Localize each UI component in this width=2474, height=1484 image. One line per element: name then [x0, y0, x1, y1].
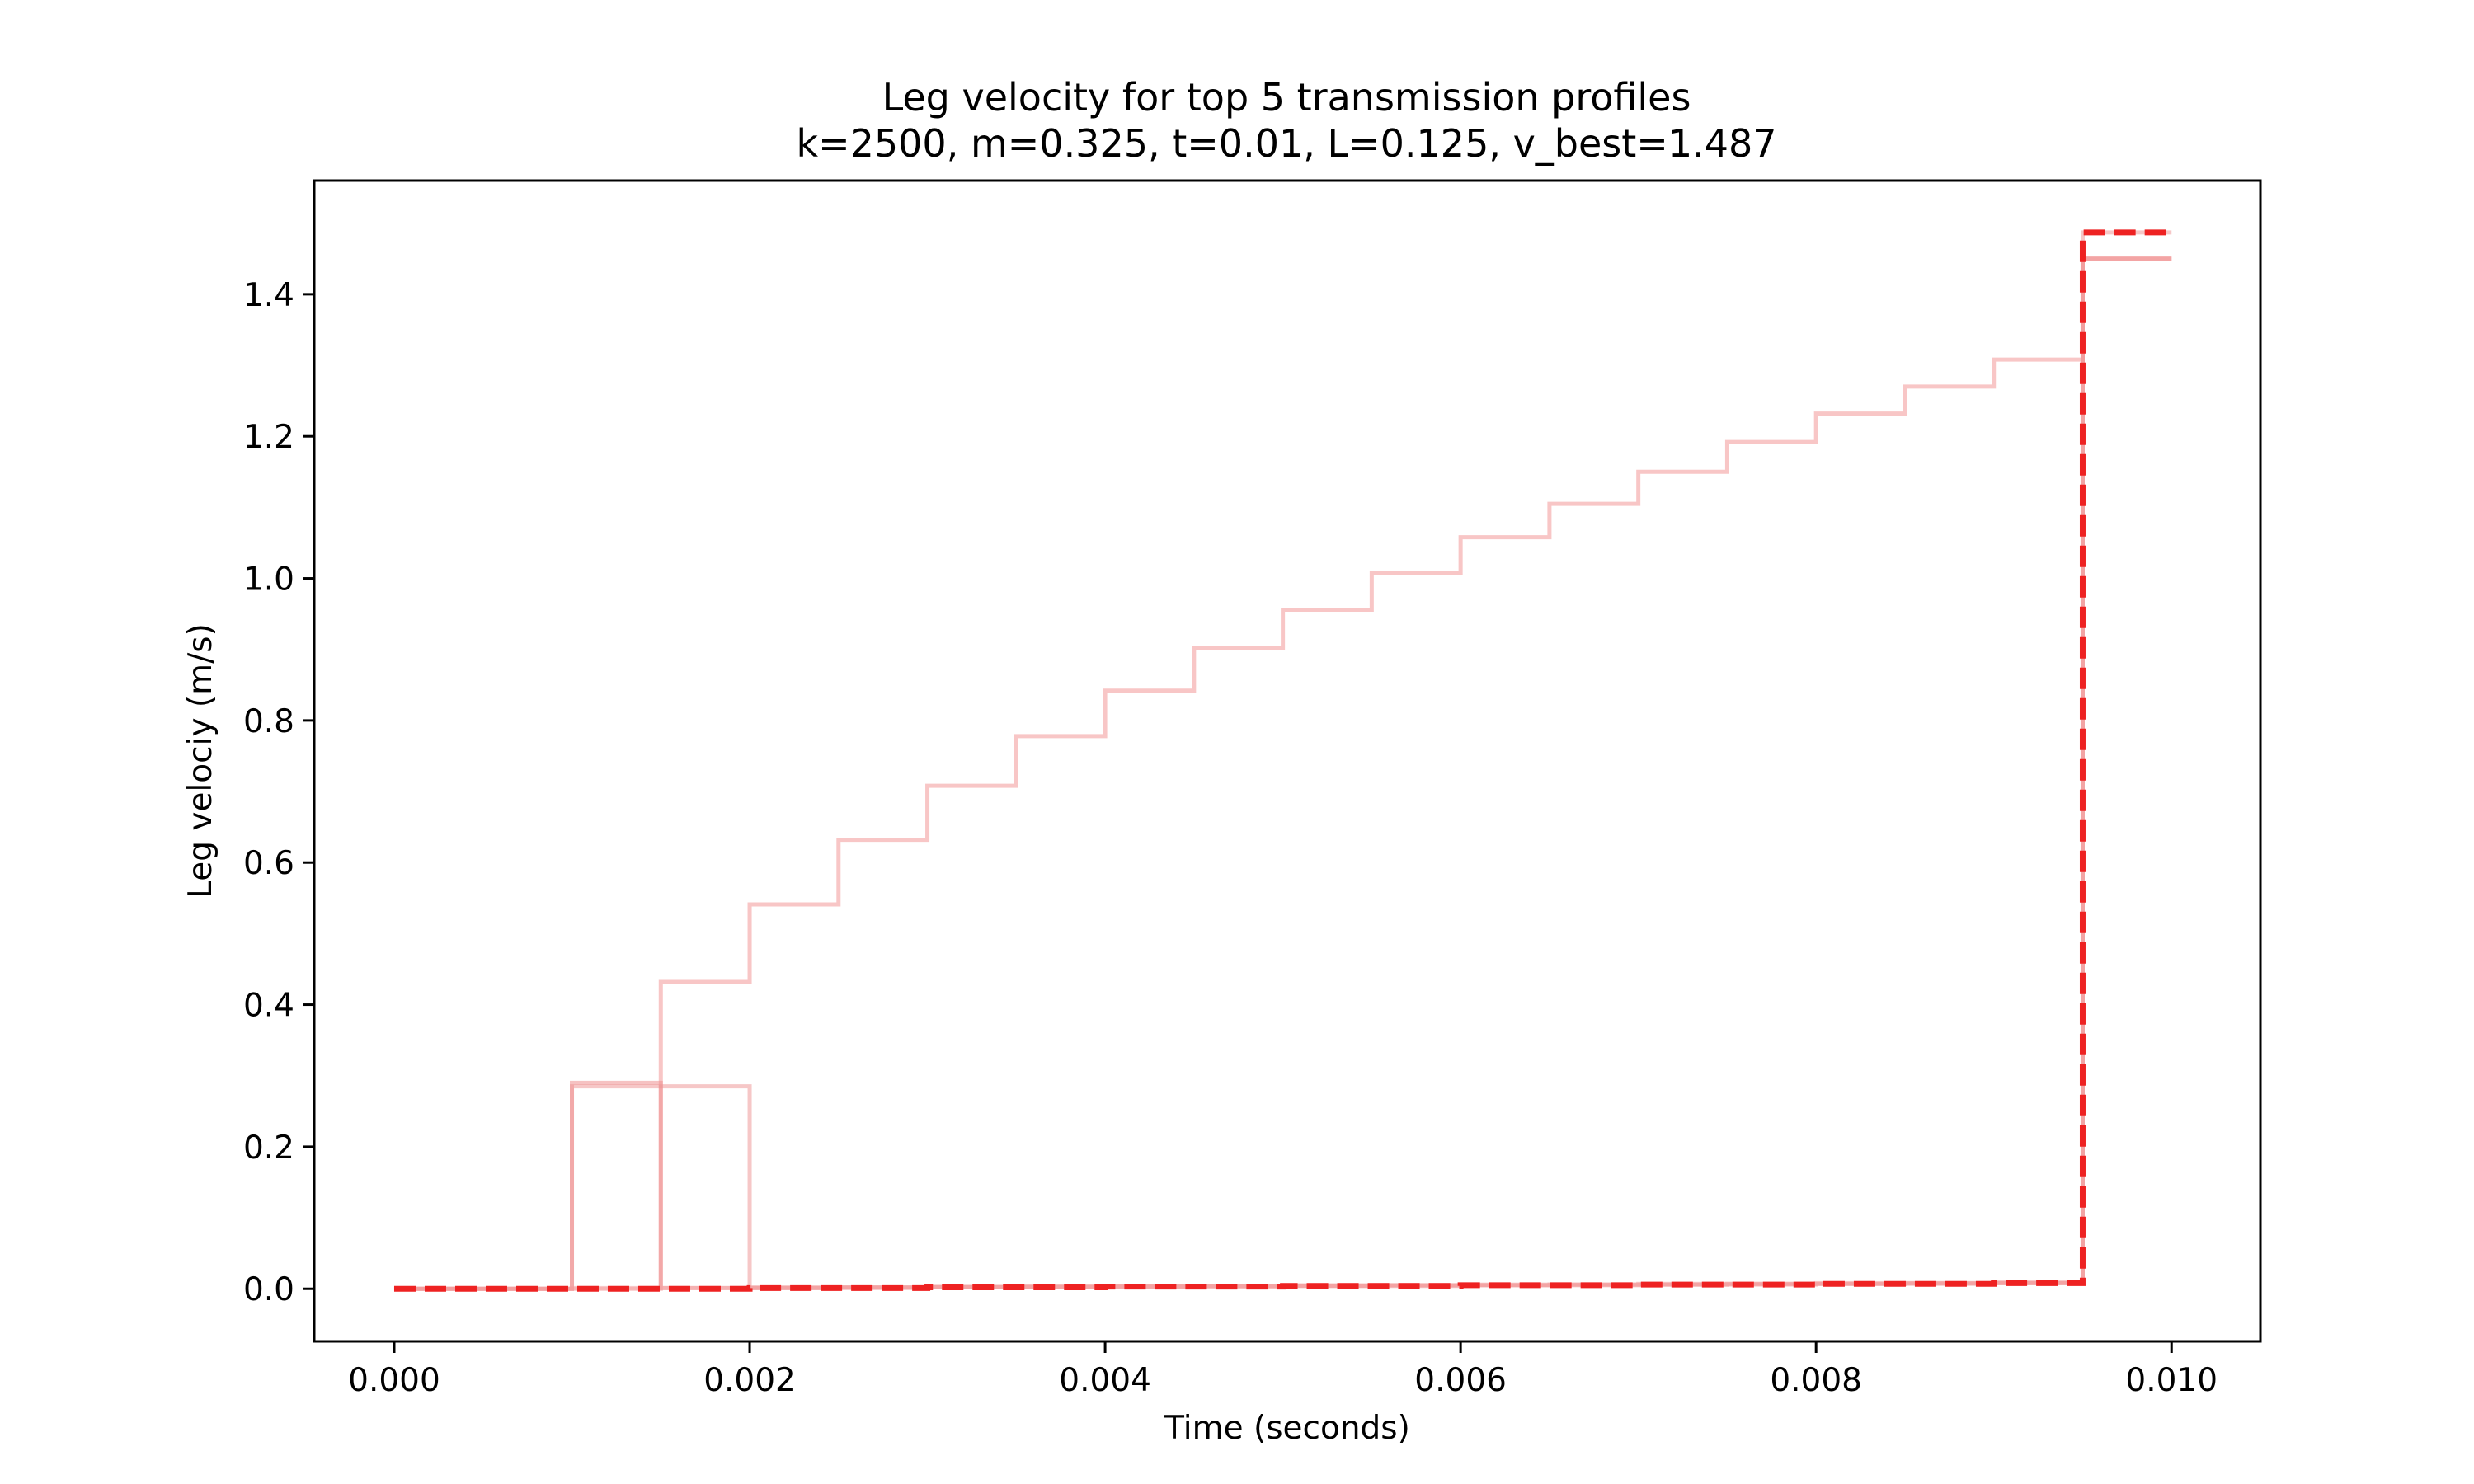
y-tick-label: 0.0: [243, 1271, 294, 1308]
x-tick-label: 0.008: [1770, 1362, 1862, 1399]
y-tick-label: 0.8: [243, 703, 294, 740]
best-profile-line: [393, 229, 2172, 1292]
y-axis-label: Leg velociy (m/s): [182, 623, 219, 899]
x-tick-label: 0.010: [2125, 1362, 2218, 1399]
y-tick-label: 1.2: [243, 419, 294, 456]
x-tick-label: 0.006: [1414, 1362, 1507, 1399]
chart-subtitle: k=2500, m=0.325, t=0.01, L=0.125, v_best…: [796, 121, 1776, 166]
x-tick-label: 0.004: [1059, 1362, 1151, 1399]
x-tick-label: 0.000: [348, 1362, 440, 1399]
y-tick-label: 1.0: [243, 561, 294, 599]
x-tick-label: 0.002: [703, 1362, 796, 1399]
y-axis: 0.0 0.2 0.4 0.6 0.8 1.0 1.2 1.4: [243, 277, 314, 1308]
y-tick-label: 0.6: [243, 845, 294, 882]
y-tick-label: 0.4: [243, 988, 294, 1025]
plot-frame: [313, 179, 2262, 1343]
y-tick-label: 1.4: [243, 277, 294, 314]
y-tick-label: 0.2: [243, 1129, 294, 1167]
chart-title: Leg velocity for top 5 transmission prof…: [882, 75, 1691, 120]
profile-line-1: [393, 256, 2172, 1291]
plot-series: [393, 229, 2172, 1292]
x-axis: 0.000 0.002 0.004 0.006 0.008 0.010: [348, 1341, 2218, 1399]
x-axis-label: Time (seconds): [1164, 1410, 1410, 1447]
